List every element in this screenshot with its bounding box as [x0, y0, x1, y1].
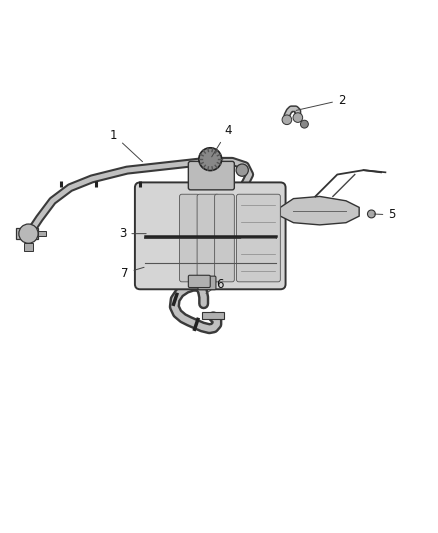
Text: 4: 4: [212, 124, 232, 157]
FancyBboxPatch shape: [215, 194, 234, 282]
Polygon shape: [38, 231, 46, 236]
Circle shape: [367, 210, 375, 218]
FancyBboxPatch shape: [180, 194, 199, 282]
Text: 6: 6: [206, 278, 224, 293]
Polygon shape: [24, 243, 33, 251]
Circle shape: [236, 164, 248, 176]
Circle shape: [293, 113, 303, 123]
Polygon shape: [16, 229, 38, 239]
FancyBboxPatch shape: [188, 275, 210, 287]
FancyBboxPatch shape: [135, 182, 286, 289]
Circle shape: [199, 148, 222, 171]
Text: 5: 5: [374, 208, 396, 221]
Text: 3: 3: [119, 227, 146, 240]
FancyBboxPatch shape: [198, 276, 216, 290]
Polygon shape: [202, 312, 224, 319]
Circle shape: [282, 115, 292, 125]
Text: 7: 7: [121, 266, 144, 280]
Text: 1: 1: [110, 128, 142, 161]
Text: 2: 2: [296, 94, 346, 110]
Polygon shape: [280, 197, 359, 225]
FancyBboxPatch shape: [237, 194, 280, 282]
FancyBboxPatch shape: [197, 194, 219, 282]
FancyBboxPatch shape: [188, 161, 234, 190]
Circle shape: [19, 224, 38, 243]
Circle shape: [300, 120, 308, 128]
